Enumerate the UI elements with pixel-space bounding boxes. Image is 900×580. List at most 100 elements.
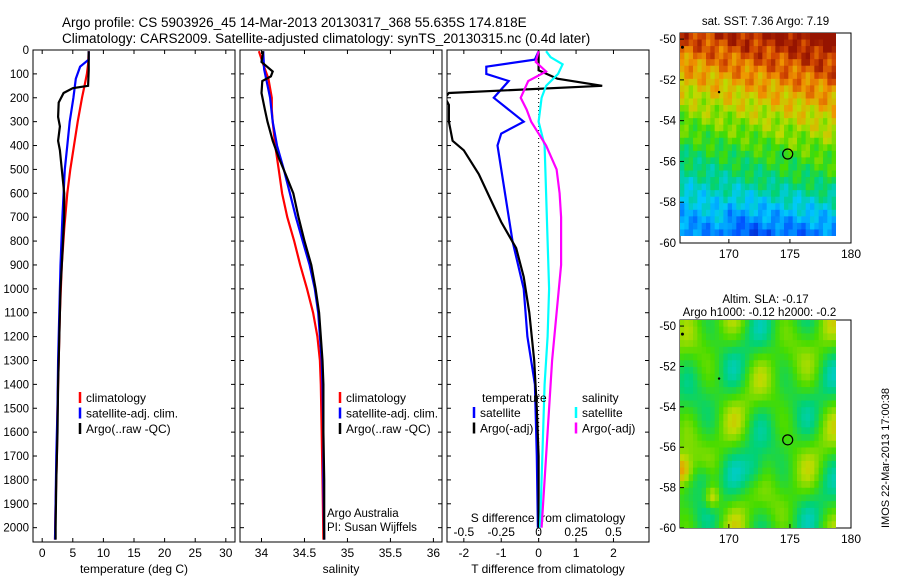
heatmap-cell <box>740 440 746 449</box>
heatmap-cell <box>788 427 794 435</box>
heatmap-cell <box>766 59 772 67</box>
heatmap-cell <box>771 163 776 172</box>
heatmap-cell <box>827 373 833 381</box>
heatmap-cell <box>779 407 785 415</box>
heatmap-cell <box>775 157 781 165</box>
heatmap-cell <box>818 420 824 428</box>
heatmap-cell <box>827 52 833 60</box>
heatmap-cell <box>714 39 720 47</box>
heatmap-cell <box>727 467 733 475</box>
heatmap-cell <box>732 507 737 516</box>
heatmap-cell <box>805 360 811 368</box>
heatmap-cell <box>727 98 733 106</box>
heatmap-cell <box>697 333 703 341</box>
heatmap-cell <box>706 163 711 172</box>
heatmap-cell <box>792 326 798 335</box>
heatmap-cell <box>719 222 724 231</box>
heatmap-cell <box>710 118 716 126</box>
heatmap-cell <box>680 59 685 67</box>
heatmap-cell <box>797 105 802 113</box>
heatmap-cell <box>736 400 742 408</box>
heatmap-cell <box>784 407 789 415</box>
heatmap-cell <box>827 380 833 388</box>
heatmap-cell <box>805 131 811 139</box>
heatmap-cell <box>784 98 789 106</box>
heatmap-cell <box>719 447 724 455</box>
heatmap-cell <box>775 137 781 145</box>
heatmap-cell <box>810 46 815 54</box>
heatmap-cell <box>818 118 824 126</box>
heatmap-cell <box>723 320 729 328</box>
heatmap-cell <box>810 183 815 191</box>
heatmap-cell <box>684 183 690 191</box>
heatmap-cell <box>758 474 763 482</box>
heatmap-cell <box>753 105 759 113</box>
heatmap-cell <box>766 320 772 328</box>
heatmap-cell <box>697 85 703 93</box>
heatmap-cell <box>797 481 802 489</box>
heatmap-cell <box>831 440 836 449</box>
heatmap-cell <box>797 393 802 402</box>
heatmap-cell <box>758 413 763 422</box>
heatmap-cell <box>801 320 807 328</box>
heatmap-cell <box>758 163 763 172</box>
heatmap-cell <box>714 494 720 502</box>
heatmap-cell <box>749 98 755 106</box>
heatmap-cell <box>753 163 759 172</box>
heatmap-cell <box>775 183 781 191</box>
heatmap-cell <box>732 216 737 224</box>
heatmap-cell <box>688 229 694 236</box>
heatmap-cell <box>732 177 737 185</box>
heatmap-cell <box>736 46 742 54</box>
heatmap-cell <box>701 427 707 435</box>
heatmap-cell <box>814 454 820 462</box>
heatmap-cell <box>740 333 746 341</box>
heatmap-cell <box>736 91 742 100</box>
heatmap-cell <box>727 494 733 502</box>
heatmap-cell <box>736 137 742 145</box>
heatmap-cell <box>775 507 781 516</box>
heatmap-cell <box>823 78 828 86</box>
heatmap-cell <box>784 52 789 60</box>
heatmap-cell <box>766 360 772 368</box>
legend-label-satellite: satellite <box>480 406 521 420</box>
heatmap-cell <box>775 413 781 422</box>
heatmap-cell <box>680 353 685 361</box>
heatmap-cell <box>693 78 698 86</box>
heatmap-cell <box>801 150 807 159</box>
legend-label-climatology: climatology <box>86 391 146 405</box>
heatmap-cell <box>710 229 716 236</box>
heatmap-cell <box>727 203 733 211</box>
heatmap-cell <box>688 91 694 100</box>
heatmap-cell <box>688 196 694 204</box>
heatmap-cell <box>701 52 707 60</box>
heatmap-cell <box>749 209 755 217</box>
heatmap-cell <box>775 105 781 113</box>
heatmap-cell <box>740 393 746 402</box>
heatmap-cell <box>797 229 802 236</box>
y-tick-label: 1000 <box>3 284 29 296</box>
heatmap-cell <box>797 460 802 469</box>
heatmap-cell <box>831 467 836 475</box>
heatmap-cell <box>740 340 746 348</box>
heatmap-cell <box>710 163 716 172</box>
heatmap-cell <box>758 72 763 80</box>
heatmap-cell <box>706 111 711 119</box>
y-tick-label: 1900 <box>3 499 29 511</box>
heatmap-cell <box>693 514 698 522</box>
heatmap-cell <box>827 59 833 67</box>
heatmap-cell <box>827 320 833 328</box>
heatmap-cell <box>723 387 729 395</box>
heatmap-cell <box>766 124 772 132</box>
heatmap-cell <box>684 407 690 415</box>
heatmap-cell <box>814 507 820 516</box>
heatmap-cell <box>727 65 733 73</box>
heatmap-cell <box>727 111 733 119</box>
heatmap-cell <box>745 326 750 335</box>
heatmap-cell <box>810 474 815 482</box>
heatmap-cell <box>719 91 724 100</box>
heatmap-cell <box>818 474 824 482</box>
heatmap-cell <box>706 144 711 152</box>
heatmap-cell <box>758 52 763 60</box>
heatmap-cell <box>792 190 798 198</box>
